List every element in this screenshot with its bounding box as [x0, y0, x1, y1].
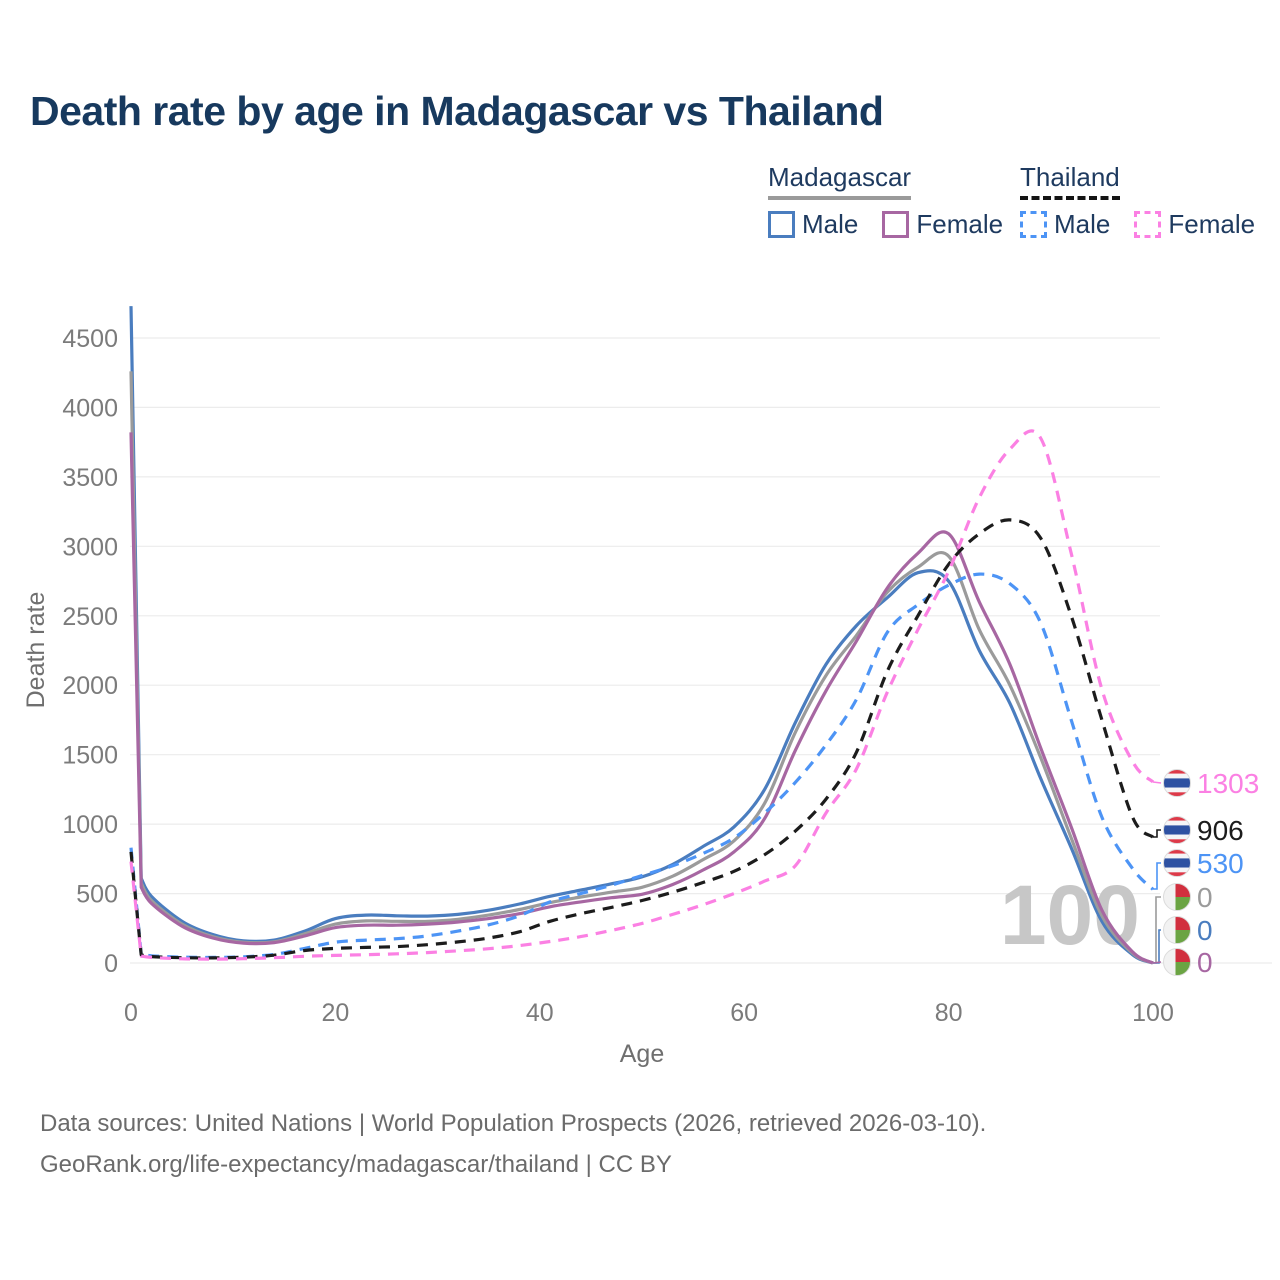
end-value-thailand-male: 530	[1197, 848, 1244, 879]
legend-item-thailand-male[interactable]: Male	[1020, 209, 1110, 240]
legend-group-thailand: Thailand Male Female	[1020, 162, 1255, 240]
series-line-madagascar-female[interactable]	[129, 432, 1154, 965]
x-tick-label: 80	[935, 999, 963, 1027]
y-tick-label: 1000	[62, 811, 118, 839]
y-tick-label: 4500	[62, 325, 118, 353]
footer: Data sources: United Nations | World Pop…	[40, 1103, 986, 1185]
end-label-thailand-female: 1303	[1152, 768, 1259, 799]
thailand-female-swatch-icon	[1134, 211, 1162, 238]
x-tick-label: 0	[124, 999, 138, 1027]
footer-attribution: GeoRank.org/life-expectancy/madagascar/t…	[40, 1151, 672, 1178]
y-axis-title: Death rate	[22, 592, 50, 709]
legend-label-thailand-male: Male	[1054, 209, 1111, 239]
y-tick-label: 3500	[62, 464, 118, 492]
x-axis-title: Age	[620, 1040, 664, 1068]
legend-label-madagascar-female: Female	[916, 209, 1004, 239]
legend-title-madagascar[interactable]: Madagascar	[768, 162, 912, 200]
y-tick-label: 1500	[62, 742, 118, 770]
end-value-madagascar-male: 0	[1197, 915, 1213, 946]
series-line-thailand-female[interactable]	[129, 429, 1155, 961]
legend-items-madagascar: Male Female	[768, 209, 1003, 240]
footer-data-sources: Data sources: United Nations | World Pop…	[40, 1110, 987, 1137]
x-tick-label: 20	[321, 999, 349, 1027]
legend-item-madagascar-female[interactable]: Female	[882, 209, 1003, 240]
legend-label-madagascar-male: Male	[802, 209, 859, 239]
series-line-madagascar-male[interactable]	[129, 306, 1154, 965]
flag-thailand-icon	[1163, 849, 1191, 877]
end-value-thailand-both: 906	[1197, 815, 1244, 846]
page-title: Death rate by age in Madagascar vs Thail…	[30, 88, 884, 134]
y-tick-label: 4000	[62, 394, 118, 422]
end-label-thailand-both: 906	[1153, 815, 1244, 846]
madagascar-female-swatch-icon	[882, 211, 910, 238]
y-tick-label: 500	[76, 881, 118, 909]
legend-label-thailand-female: Female	[1168, 209, 1256, 239]
legend-items-thailand: Male Female	[1020, 209, 1255, 240]
legend-item-madagascar-male[interactable]: Male	[768, 209, 858, 240]
series-line-madagascar-both[interactable]	[129, 371, 1154, 965]
end-label-madagascar-both: 0	[1153, 882, 1213, 964]
x-tick-label: 100	[1132, 999, 1174, 1027]
end-value-madagascar-both: 0	[1197, 882, 1213, 913]
x-tick-label: 40	[526, 999, 554, 1027]
series-line-thailand-both[interactable]	[129, 518, 1155, 960]
y-tick-label: 0	[104, 950, 118, 978]
y-tick-label: 3000	[62, 533, 118, 561]
flag-thailand-icon	[1163, 769, 1191, 797]
legend-group-madagascar: Madagascar Male Female	[768, 162, 1003, 240]
end-value-madagascar-female: 0	[1197, 947, 1213, 978]
flag-thailand-icon	[1163, 816, 1191, 844]
age-counter-watermark: 100	[1000, 868, 1140, 962]
end-value-thailand-female: 1303	[1197, 768, 1259, 799]
x-tick-label: 60	[730, 999, 758, 1027]
legend-title-thailand[interactable]: Thailand	[1020, 162, 1120, 200]
y-tick-label: 2000	[62, 672, 118, 700]
end-label-thailand-male: 530	[1153, 848, 1244, 890]
thailand-male-swatch-icon	[1020, 211, 1047, 238]
y-tick-label: 2500	[62, 603, 118, 631]
legend-item-thailand-female[interactable]: Female	[1134, 209, 1255, 240]
madagascar-male-swatch-icon	[768, 211, 795, 238]
